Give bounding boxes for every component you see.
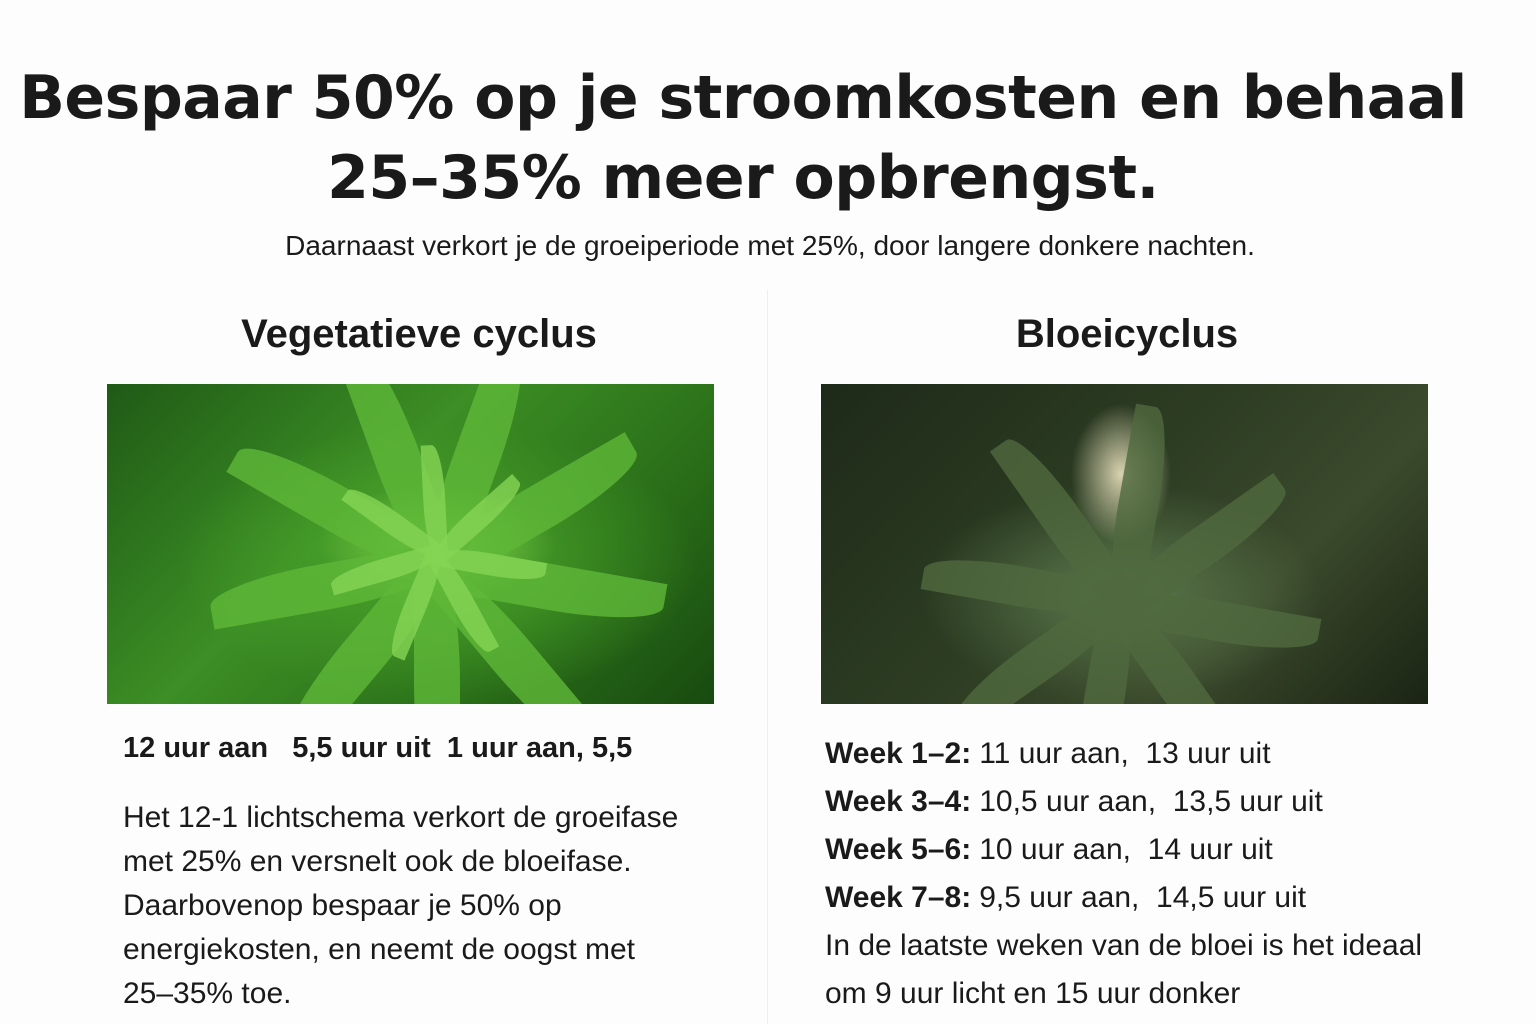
vegetative-description: Het 12-1 lichtschema verkort de groeifas…	[123, 801, 679, 1010]
week-label: Week 3–4:	[825, 785, 972, 818]
week-label: Week 1–2:	[825, 737, 972, 770]
week-value: 10 uur aan, 14 uur uit	[979, 833, 1273, 866]
vegetative-plant-image	[107, 384, 714, 704]
week-row: Week 7–8: 9,5 uur aan, 14,5 uur uit	[825, 874, 1425, 922]
week-row: Week 1–2: 11 uur aan, 13 uur uit	[825, 730, 1425, 778]
vegetative-schedule: 12 uur aan 5,5 uur uit 1 uur aan, 5,5	[123, 732, 633, 764]
subtitle: Daarnaast verkort je de groeiperiode met…	[285, 230, 1255, 261]
week-value: 11 uur aan, 13 uur uit	[979, 737, 1271, 770]
week-value: 9,5 uur aan, 14,5 uur uit	[979, 881, 1307, 914]
flowering-schedule: Week 1–2: 11 uur aan, 13 uur uit Week 3–4…	[825, 730, 1425, 1018]
headline: Bespaar 50% op je stroomkosten en behaal…	[19, 63, 1467, 213]
week-row: Week 3–4: 10,5 uur aan, 13,5 uur uit	[825, 778, 1425, 826]
week-label: Week 5–6:	[825, 833, 972, 866]
column-divider	[767, 290, 768, 1024]
week-label: Week 7–8:	[825, 881, 972, 914]
week-row: Week 5–6: 10 uur aan, 14 uur uit	[825, 826, 1425, 874]
flowering-plant-image	[821, 384, 1428, 704]
flowering-title: Bloeicyclus	[1015, 312, 1239, 356]
vegetative-title: Vegetatieve cyclus	[241, 312, 597, 356]
flowering-note: In de laatste weken van de bloei is het …	[825, 929, 1423, 1010]
week-value: 10,5 uur aan, 13,5 uur uit	[979, 785, 1323, 818]
